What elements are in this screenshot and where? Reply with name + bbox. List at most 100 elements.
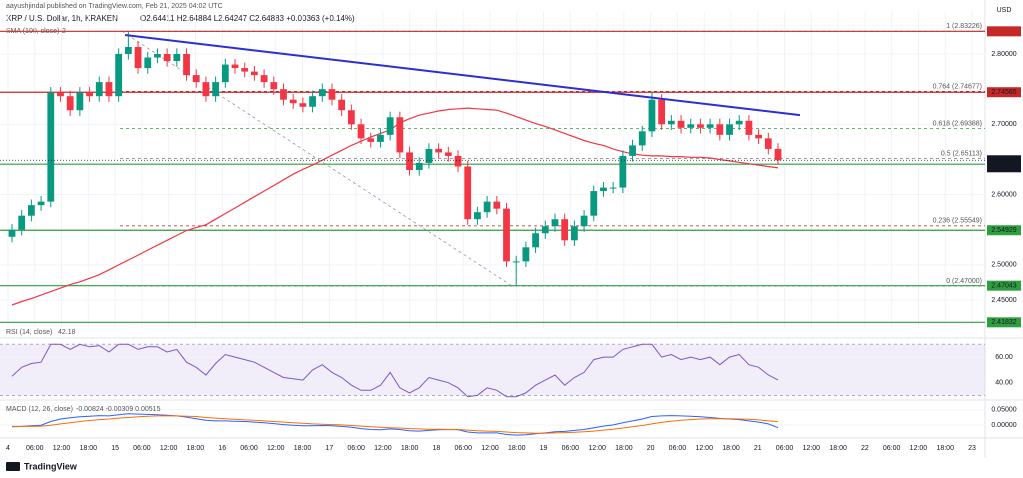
x-tick-label: 21 — [754, 445, 762, 452]
candle-body — [95, 82, 103, 97]
candle-body — [76, 92, 84, 111]
level-label: 2.54929 — [991, 227, 1016, 234]
candle-body — [697, 124, 704, 128]
level-tag — [987, 280, 1021, 291]
candle-body — [541, 226, 549, 234]
x-tick-label: 18:00 — [401, 445, 419, 452]
candle-body — [561, 219, 569, 241]
candle-body — [241, 68, 249, 72]
x-tick-label: 15 — [111, 445, 119, 452]
candle-body — [570, 226, 578, 241]
candle-body — [454, 155, 462, 167]
candle-body — [551, 219, 559, 227]
candle-body — [677, 120, 685, 128]
candle-body — [377, 134, 384, 142]
x-tick-label: 06:00 — [454, 445, 472, 452]
candle-body — [503, 208, 510, 262]
candle-body — [532, 233, 539, 248]
fib-label: 1 (2.83226) — [946, 23, 982, 30]
level-tag — [987, 26, 1021, 37]
candle-body — [47, 92, 55, 202]
candle-body — [338, 99, 346, 111]
level-label: 2.47043 — [991, 283, 1016, 290]
candle-body — [221, 64, 229, 83]
candle-body — [299, 103, 307, 107]
rsi-tick-label: 60.00 — [995, 354, 1013, 361]
currency: USD — [997, 7, 1012, 14]
fib-label: 0.618 (2.69388) — [933, 120, 982, 127]
candle-body — [406, 152, 413, 170]
x-tick-label: 22 — [861, 445, 869, 452]
candle-body — [144, 57, 152, 69]
candle-body — [386, 117, 394, 135]
candle-body — [745, 120, 753, 135]
fib-label: 0 (2.47000) — [946, 278, 982, 285]
x-tick-label: 06:00 — [347, 445, 365, 452]
logo: TradingView — [24, 461, 78, 471]
candle-body — [8, 229, 16, 237]
publisher: aayushjindal published on TradingView.co… — [6, 3, 223, 10]
candle-body — [648, 99, 656, 132]
rsi-tick-label: 40.00 — [995, 379, 1013, 386]
fib-label: 0.764 (2.74677) — [933, 83, 982, 90]
x-tick-label: 06:00 — [883, 445, 901, 452]
candle-body — [57, 92, 64, 97]
candle-body — [18, 215, 26, 230]
x-tick-label: 18:00 — [294, 445, 312, 452]
candle-body — [37, 201, 45, 206]
candle-body — [192, 75, 200, 83]
y-tick-label: 2.80000 — [991, 51, 1016, 58]
candle-body — [105, 82, 113, 97]
candle-body — [435, 148, 443, 153]
x-tick-label: 06:00 — [240, 445, 258, 452]
candle-body — [347, 110, 355, 125]
candle-body — [444, 152, 452, 156]
candle-body — [483, 201, 491, 213]
candle-body — [154, 54, 161, 58]
candle-body — [115, 54, 123, 97]
trendline — [124, 34, 801, 117]
candle-body — [706, 124, 714, 128]
candle-body — [755, 134, 763, 139]
candle-body — [638, 131, 646, 146]
candle-body — [66, 96, 74, 111]
rsi-pane — [0, 343, 985, 398]
x-tick-label: 12:00 — [803, 445, 821, 452]
candle-body — [735, 120, 743, 125]
candle-body — [609, 187, 617, 189]
x-tick-label: 06:00 — [669, 445, 687, 452]
candle-body — [425, 148, 433, 163]
x-tick-label: 06:00 — [133, 445, 151, 452]
macd-tick-label: 0.00000 — [991, 422, 1016, 429]
candle-body — [687, 124, 695, 128]
macd-tick-label: 0.05000 — [991, 407, 1016, 414]
axes: 4 06:00 12:00 18:00 15 06:00 12:00 18:00 16 06:00… — [6, 23, 1021, 452]
x-tick-label: 18 — [433, 445, 441, 452]
level-tag — [987, 225, 1021, 236]
y-tick-label: 2.45000 — [991, 297, 1016, 304]
candle-body — [493, 201, 501, 209]
x-tick-label: 23 — [968, 445, 976, 452]
x-tick-label: 20 — [647, 445, 655, 452]
candle-body — [163, 54, 171, 62]
x-tick-label: 16 — [218, 445, 226, 452]
candle-body — [212, 82, 220, 97]
x-tick-label: 18:00 — [80, 445, 98, 452]
candle-body — [173, 54, 181, 62]
x-tick-label: 18:00 — [508, 445, 526, 452]
x-tick-label: 12:00 — [160, 445, 178, 452]
candle-body — [629, 145, 636, 156]
candle-body — [328, 89, 336, 100]
x-tick-label: 12:00 — [588, 445, 606, 452]
current-price-tag — [987, 155, 1021, 173]
x-tick-label: 06:00 — [562, 445, 580, 452]
candle-body — [512, 261, 520, 263]
rsi-label: RSI (14, close) — [6, 329, 52, 336]
candle-body — [658, 99, 666, 125]
candle-body — [415, 162, 423, 170]
candle-body — [202, 82, 210, 97]
y-tick-label: 2.60000 — [991, 191, 1016, 198]
candle-body — [367, 138, 375, 142]
current-price-label: 2.64883 — [991, 157, 1016, 164]
